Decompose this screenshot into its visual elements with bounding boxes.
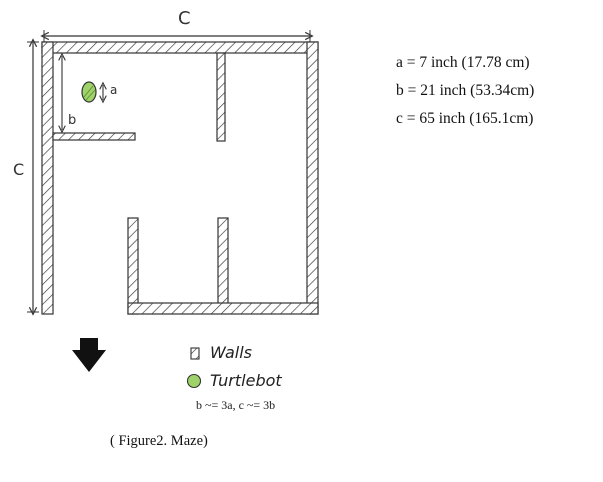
wall-inner-u-bottom	[127, 302, 319, 315]
wall-right	[306, 41, 319, 315]
down-arrow-icon	[72, 338, 106, 372]
dimension-b-text: b = 21 inch (53.34cm)	[396, 82, 535, 99]
legend-turtlebot-label: Turtlebot	[210, 371, 282, 390]
legend-wall-icon	[190, 347, 200, 360]
top-c-label: C	[178, 8, 191, 29]
wall-inner-u-middle	[217, 217, 229, 305]
legend-walls-label: Walls	[210, 343, 252, 362]
figure-caption: ( Figure2. Maze)	[110, 433, 208, 449]
wall-left	[41, 41, 54, 315]
left-c-label: C	[13, 160, 25, 179]
wall-inner-u-left	[127, 217, 139, 315]
turtlebot-icon	[81, 81, 97, 103]
wall-inner-ledge	[52, 132, 136, 141]
legend-ratio-text: b ~= 3a, c ~= 3b	[196, 398, 276, 412]
wall-inner-top-vertical	[216, 52, 226, 142]
b-label: b	[68, 113, 77, 128]
a-label: a	[110, 83, 118, 97]
dimension-a-text: a = 7 inch (17.78 cm)	[396, 54, 530, 71]
legend-turtlebot-icon	[186, 373, 202, 389]
turtlebot-hatch-2	[85, 89, 96, 101]
turtlebot-hatch-1	[83, 85, 94, 98]
wall-top	[41, 41, 319, 54]
dimension-c-text: c = 65 inch (165.1cm)	[396, 110, 534, 127]
